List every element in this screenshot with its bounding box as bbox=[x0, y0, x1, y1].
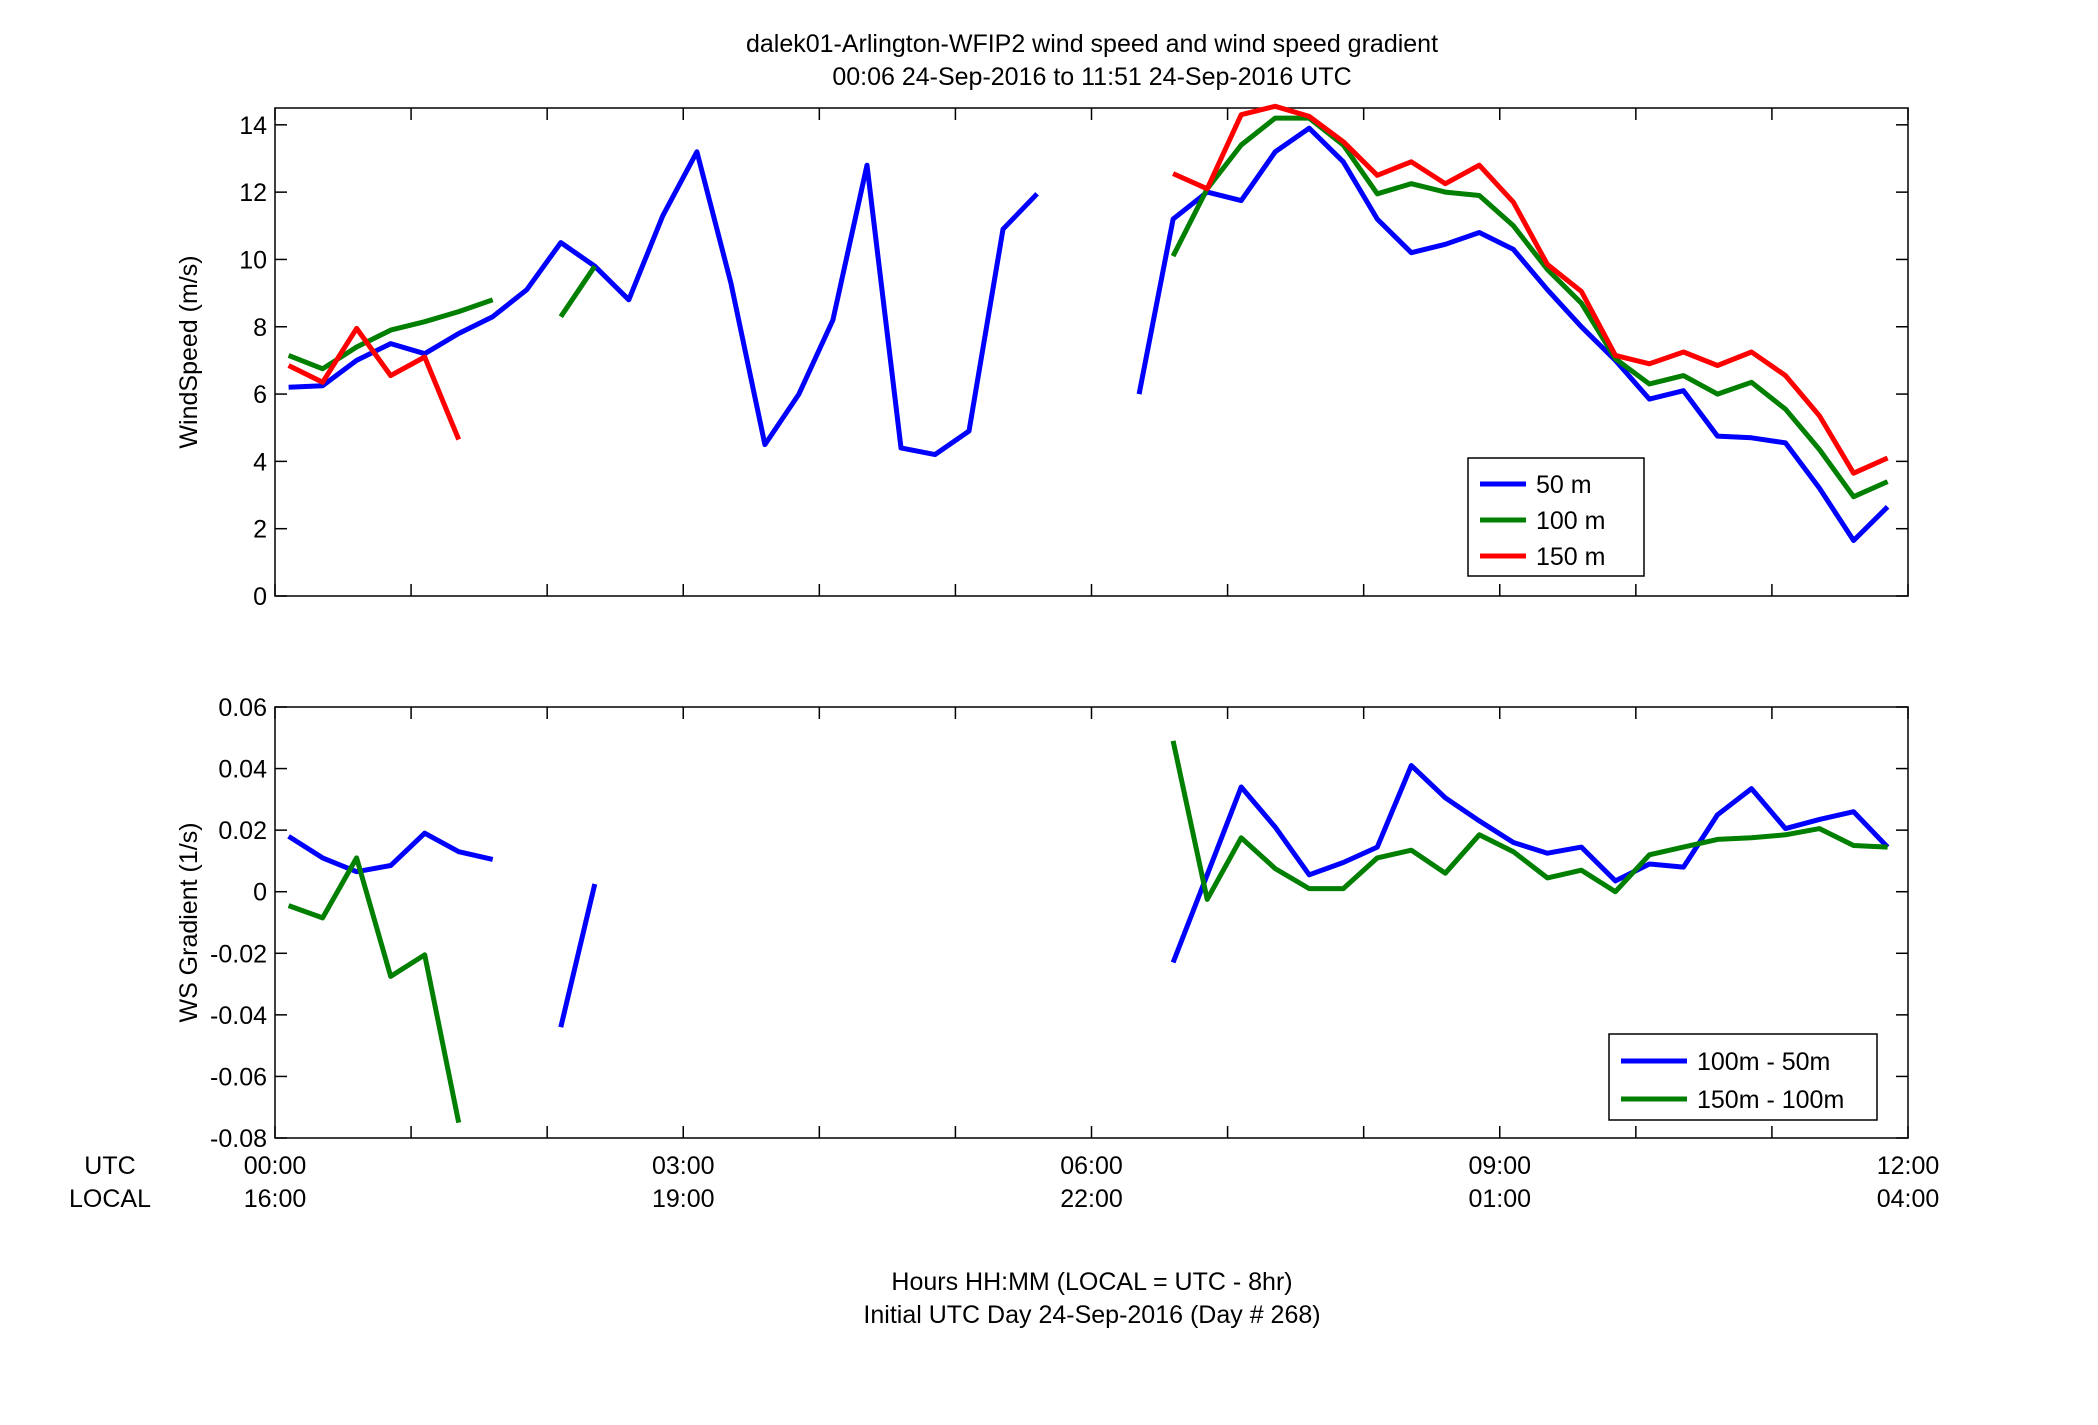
series-line bbox=[558, 264, 597, 319]
y-tick-label: 14 bbox=[239, 112, 267, 140]
x-tick-label-local: 16:00 bbox=[244, 1185, 307, 1213]
x-axis-label-line2: Initial UTC Day 24-Sep-2016 (Day # 268) bbox=[863, 1301, 1320, 1329]
x-tick-label-utc: 09:00 bbox=[1468, 1152, 1531, 1180]
legend: 50 m 100 m 150 m bbox=[1467, 457, 1645, 577]
series-line bbox=[1136, 125, 1890, 543]
x-tick-label-utc: 06:00 bbox=[1060, 1152, 1123, 1180]
y-tick-label: -0.04 bbox=[210, 1002, 267, 1030]
y-tick-label: 0.02 bbox=[218, 817, 267, 845]
series-line bbox=[287, 830, 494, 875]
y-tick-label: 6 bbox=[253, 381, 267, 409]
x-tick-label-utc: 00:00 bbox=[244, 1152, 307, 1180]
legend-label: 50 m bbox=[1536, 471, 1592, 499]
y-tick-label: -0.02 bbox=[210, 940, 267, 968]
y-tick-label: 12 bbox=[239, 179, 267, 207]
y-tick-label: -0.06 bbox=[210, 1063, 267, 1091]
y-tick-label: 0.06 bbox=[218, 694, 267, 722]
series-line bbox=[287, 297, 494, 372]
x-tick-label-local: 19:00 bbox=[652, 1185, 715, 1213]
x-tick-label-utc: 12:00 bbox=[1877, 1152, 1940, 1180]
x-axis-label-line1: Hours HH:MM (LOCAL = UTC - 8hr) bbox=[891, 1268, 1292, 1296]
y-tick-label: -0.08 bbox=[210, 1125, 267, 1153]
y-tick-label: 2 bbox=[253, 516, 267, 544]
legend-box bbox=[1608, 1033, 1878, 1121]
legend-label: 100 m bbox=[1536, 507, 1605, 535]
y-tick-label: 10 bbox=[239, 246, 267, 274]
chart-title-line2: 00:06 24-Sep-2016 to 11:51 24-Sep-2016 U… bbox=[832, 63, 1351, 91]
y-tick-label: 0.04 bbox=[218, 756, 267, 784]
y-tick-label: 4 bbox=[253, 448, 267, 476]
series-line bbox=[1170, 740, 1888, 902]
y-tick-label: 8 bbox=[253, 314, 267, 342]
y-tick-label: 0 bbox=[253, 879, 267, 907]
windspeed-panel: 0 2 4 6 8 10 12 14 WindSpeed (m/s) 50 m 100 m 150 m bbox=[175, 103, 1909, 611]
legend: 100m - 50m 150m - 100m bbox=[1608, 1033, 1878, 1121]
y-axis-label: WS Gradient (1/s) bbox=[175, 822, 203, 1022]
legend-label: 150 m bbox=[1536, 543, 1605, 571]
x-tick-label-local: 01:00 bbox=[1468, 1185, 1531, 1213]
series-line bbox=[1170, 763, 1890, 964]
gradient-panel: -0.08 -0.06 -0.04 -0.02 0 0.02 0.04 0.06 00:00 16… bbox=[175, 694, 1939, 1213]
chart-title-line1: dalek01-Arlington-WFIP2 wind speed and w… bbox=[746, 30, 1438, 58]
utc-row-label: UTC bbox=[84, 1152, 135, 1180]
series-line bbox=[1170, 115, 1889, 500]
y-axis-label: WindSpeed (m/s) bbox=[175, 255, 203, 448]
y-tick-label: 0 bbox=[253, 583, 267, 611]
series-line bbox=[287, 855, 462, 1124]
series-line bbox=[1172, 103, 1889, 476]
x-tick-label-utc: 03:00 bbox=[652, 1152, 715, 1180]
legend-label: 150m - 100m bbox=[1697, 1086, 1844, 1114]
legend-label: 100m - 50m bbox=[1697, 1048, 1830, 1076]
x-tick-label-local: 22:00 bbox=[1060, 1185, 1123, 1213]
series-line bbox=[287, 325, 462, 441]
axes-frame bbox=[274, 107, 1909, 597]
local-row-label: LOCAL bbox=[69, 1185, 151, 1213]
series-line bbox=[558, 883, 598, 1028]
x-tick-label-local: 04:00 bbox=[1877, 1185, 1940, 1213]
series-line bbox=[288, 149, 1039, 458]
